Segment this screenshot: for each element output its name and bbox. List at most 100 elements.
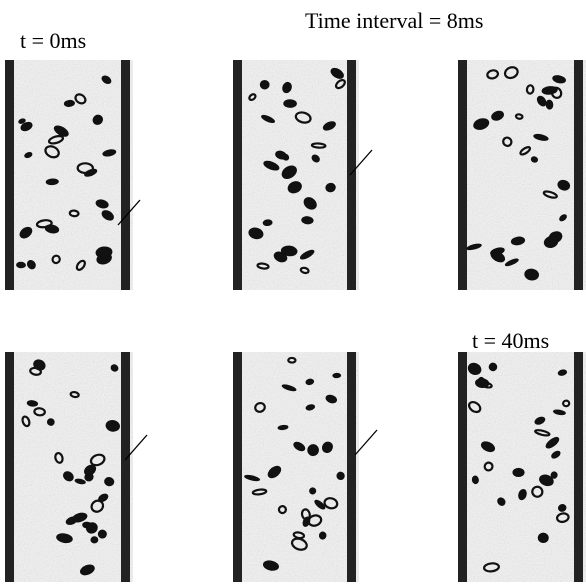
left-wall [5, 60, 14, 290]
bubble [510, 236, 526, 246]
left-wall [233, 60, 242, 290]
bubble [514, 113, 524, 120]
bubble [488, 362, 498, 372]
bubble [51, 254, 61, 265]
end-time-label: t = 40ms [472, 328, 549, 353]
bubble [69, 390, 80, 399]
bubble [92, 114, 104, 125]
bubble [75, 259, 86, 271]
bubble [86, 522, 98, 534]
bubble [318, 531, 327, 540]
bubble [491, 110, 504, 121]
bubble [105, 420, 120, 432]
bubble [24, 152, 33, 159]
bubble [280, 245, 298, 257]
right-wall [121, 352, 130, 582]
bubble [545, 99, 554, 110]
left-wall [458, 60, 467, 290]
bubble [545, 436, 560, 449]
bubble [102, 149, 117, 157]
bubble [46, 418, 55, 426]
bubble [263, 160, 280, 171]
frames [5, 60, 586, 582]
bubble [54, 451, 64, 464]
arrow [349, 149, 373, 176]
bubble [539, 474, 554, 487]
bubble [101, 210, 114, 221]
bubble [299, 266, 310, 275]
bubble [95, 199, 109, 209]
bubble [551, 450, 561, 459]
bubble [557, 504, 567, 512]
bubble [497, 497, 506, 506]
bubble [518, 489, 527, 501]
bubble [550, 471, 558, 479]
frame-grain [458, 60, 586, 290]
arrow [124, 434, 148, 461]
bubble [336, 471, 345, 480]
bubble [277, 424, 289, 431]
bubble [63, 99, 75, 107]
bubble [248, 93, 257, 102]
bubble [273, 251, 288, 263]
frame-grain [458, 352, 586, 582]
bubble [519, 146, 532, 156]
bubble [251, 488, 268, 496]
bubble [261, 114, 276, 124]
bubble [101, 75, 112, 85]
frame [5, 352, 148, 582]
bubble [56, 533, 73, 544]
bubble [557, 179, 571, 191]
bubble [477, 376, 486, 386]
left-wall [233, 352, 242, 582]
bubble [467, 400, 482, 414]
bubble [314, 499, 326, 510]
bubble [490, 250, 506, 263]
bubble [35, 219, 53, 229]
bubble [63, 471, 74, 482]
right-wall [347, 352, 356, 582]
bubble [524, 268, 539, 281]
right-wall [574, 352, 583, 582]
left-wall [5, 352, 14, 582]
bubble [267, 465, 282, 479]
bubble [325, 394, 338, 404]
bubble [559, 214, 567, 222]
bubble [301, 216, 314, 225]
bubble [74, 478, 86, 485]
bubble [512, 467, 525, 478]
bubble [552, 75, 566, 84]
bubble [16, 261, 26, 269]
bubble [471, 475, 479, 485]
bubble [18, 118, 26, 124]
bubble [503, 66, 519, 80]
bubble [26, 260, 36, 270]
bubble [293, 441, 306, 452]
bubble [541, 86, 558, 95]
bubble [281, 165, 297, 179]
bubble [104, 477, 115, 487]
interval-label: Time interval = 8ms [305, 8, 483, 33]
bubble [74, 93, 87, 105]
bubble [300, 508, 311, 521]
bubble [97, 529, 107, 539]
bubble [110, 364, 119, 372]
bubble [283, 99, 297, 108]
bubble [310, 142, 327, 149]
left-wall [458, 352, 467, 582]
bubble [504, 258, 519, 267]
frame-grain [5, 60, 133, 290]
bubble [525, 84, 535, 95]
bubble [542, 190, 558, 199]
bubble [53, 125, 69, 137]
bubble [71, 512, 88, 523]
bubble [254, 401, 266, 413]
bubble [486, 69, 500, 80]
bubble [480, 441, 496, 453]
frame [233, 60, 373, 290]
bubble [290, 537, 308, 551]
bubble [322, 121, 336, 131]
bubble [26, 400, 39, 407]
bubble [556, 512, 570, 523]
